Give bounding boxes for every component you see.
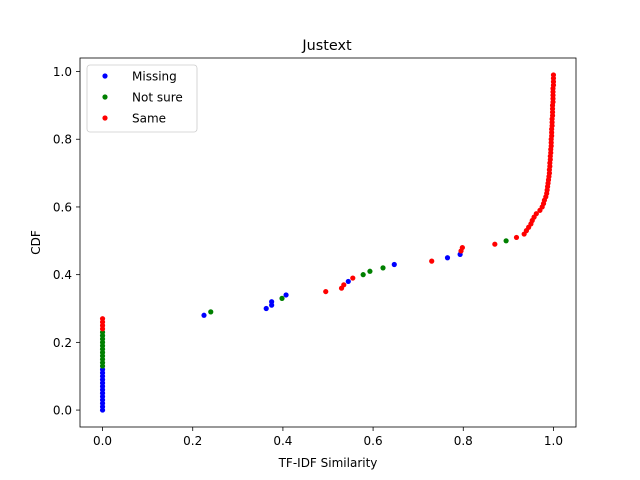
- data-point: [345, 278, 351, 285]
- legend-label: Missing: [132, 70, 177, 84]
- plot-marks: [99, 72, 557, 413]
- y-axis-ticks: 0.0 0.2 0.4 0.6 0.8 1.0: [53, 65, 80, 418]
- data-point: [360, 272, 366, 278]
- data-point: [391, 261, 397, 268]
- data-point: [201, 312, 207, 318]
- x-tick-label: 0.2: [183, 434, 202, 448]
- data-point: [459, 244, 465, 251]
- data-point: [492, 241, 498, 247]
- x-tick-label: 0.0: [93, 434, 112, 448]
- chart-title: Justext: [301, 38, 352, 54]
- data-point: [279, 295, 285, 301]
- x-axis-ticks: 0.0 0.2 0.4 0.6 0.8 1.0: [93, 427, 563, 448]
- series-same: [99, 72, 557, 332]
- data-point: [323, 288, 329, 295]
- series-not-sure: [99, 238, 509, 369]
- legend: Missing Not sure Same: [86, 64, 198, 133]
- data-point: [513, 234, 520, 241]
- data-point: [429, 258, 435, 264]
- data-point: [350, 275, 356, 281]
- data-point: [208, 309, 214, 315]
- y-tick-label: 1.0: [53, 65, 72, 79]
- data-point: [341, 282, 347, 288]
- data-point: [503, 238, 509, 244]
- data-point: [367, 268, 373, 274]
- data-point: [263, 305, 269, 312]
- data-point: [550, 72, 557, 78]
- legend-marker: [102, 115, 108, 121]
- axes-frame: [79, 57, 577, 428]
- y-tick-label: 0.0: [53, 404, 72, 418]
- y-tick-label: 0.8: [53, 133, 72, 147]
- legend-label: Same: [132, 112, 166, 126]
- x-tick-label: 0.4: [273, 434, 292, 448]
- data-point: [380, 265, 386, 271]
- legend-marker: [102, 73, 108, 79]
- data-point: [444, 255, 451, 261]
- data-point: [533, 211, 539, 217]
- legend-label: Not sure: [132, 91, 183, 105]
- x-axis-label: TF-IDF Similarity: [278, 456, 378, 470]
- data-point: [283, 292, 289, 298]
- x-tick-label: 1.0: [544, 434, 563, 448]
- y-tick-label: 0.2: [53, 336, 72, 350]
- legend-marker: [102, 94, 108, 100]
- x-tick-label: 0.8: [454, 434, 473, 448]
- y-axis-label: CDF: [29, 230, 43, 255]
- y-tick-label: 0.6: [53, 200, 72, 214]
- data-point: [269, 299, 275, 305]
- data-point: [99, 316, 106, 322]
- y-tick-label: 0.4: [53, 268, 72, 282]
- x-tick-label: 0.6: [364, 434, 383, 448]
- legend-box: [86, 64, 198, 133]
